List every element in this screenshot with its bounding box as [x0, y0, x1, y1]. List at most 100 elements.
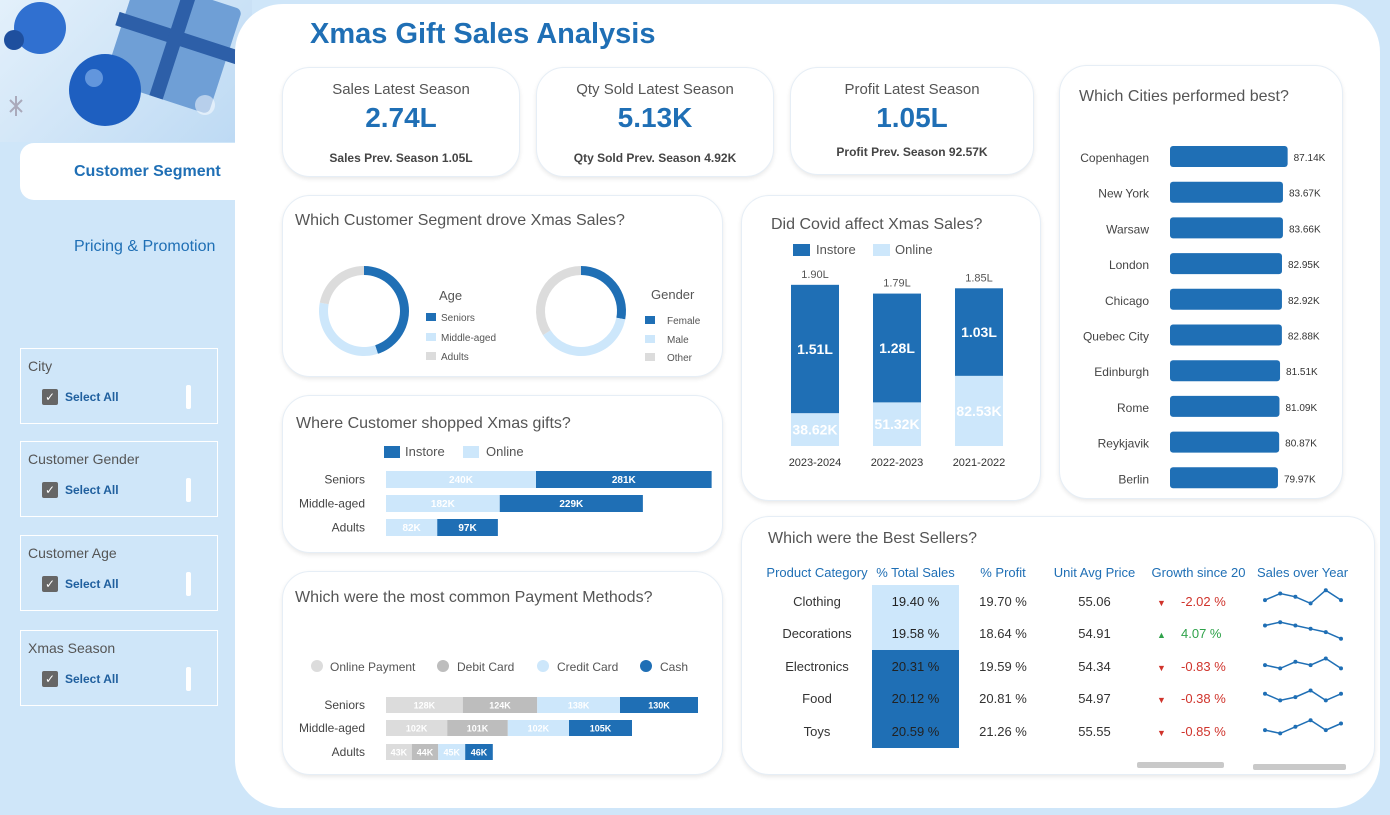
cell-growth: ▼ -0.83 % [1142, 650, 1255, 683]
cell-sparkline [1255, 715, 1350, 748]
sparkline-point [1338, 721, 1343, 726]
segment-card[interactable]: Which Customer Segment drove Xmas Sales?… [282, 195, 723, 377]
city-checkbox[interactable]: ✓ [42, 389, 58, 405]
sparkline-scrollbar[interactable] [1253, 764, 1346, 770]
legend-middle-aged: Middle-aged [441, 333, 496, 344]
bar-credit-card-seniors [537, 697, 620, 713]
age-scrollbar[interactable] [186, 572, 191, 596]
city-label: Reykjavik [1098, 437, 1150, 451]
nav-customer-segment[interactable]: Customer Segment [20, 143, 250, 200]
bar-debit-card-adults [411, 744, 439, 760]
cell-total-sales: 20.59 % [872, 715, 959, 748]
age-checkbox[interactable]: ✓ [42, 576, 58, 592]
header-total-sales[interactable]: % Total Sales [876, 564, 955, 580]
city-bar-chicago [1170, 288, 1282, 310]
kpi-profit-card[interactable]: Profit Latest Season 1.05L Profit Prev. … [790, 67, 1034, 175]
legend-swatch-female [645, 316, 655, 324]
total-label: 1.79L [883, 278, 911, 290]
legend-swatch-male [645, 335, 655, 343]
city-scrollbar[interactable] [186, 385, 191, 409]
data-label: 38.62K [792, 422, 837, 438]
age-legend-title: Age [439, 288, 462, 303]
bar-cash-seniors [620, 697, 698, 713]
table-row[interactable]: Clothing 19.40 % 19.70 % 55.06 ▼ -2.02 % [762, 585, 1350, 618]
sparkline-point [1277, 731, 1282, 736]
table-row[interactable]: Food 20.12 % 20.81 % 54.97 ▼ -0.38 % [762, 682, 1350, 716]
category-label-seniors: Seniors [324, 698, 365, 712]
header-sales-over-year[interactable]: Sales over Year [1256, 564, 1349, 580]
kpi-sales-label: Sales Latest Season [332, 81, 470, 98]
age-select-all[interactable]: Select All [65, 577, 119, 591]
gender-scrollbar[interactable] [186, 478, 191, 502]
sparkline-line [1264, 689, 1341, 702]
cell-price: 54.34 [1078, 658, 1111, 674]
city-label: London [1109, 258, 1149, 272]
sparkline [1262, 620, 1343, 641]
donut-slice-female [581, 266, 626, 320]
data-label: 51.32K [874, 416, 919, 432]
data-label: 45K [443, 748, 460, 758]
sparkline-point [1338, 636, 1343, 641]
cities-card[interactable]: Which Cities performed best? Copenhagen 8… [1059, 65, 1343, 499]
cell-growth: ▼ -0.38 % [1142, 683, 1255, 716]
column-instore-2023-2024 [791, 284, 839, 414]
city-select-all[interactable]: Select All [65, 390, 119, 404]
data-label: 138K [568, 701, 590, 711]
kpi-qty-card[interactable]: Qty Sold Latest Season 5.13K Qty Sold Pr… [536, 67, 774, 177]
city-value: 81.09K [1285, 403, 1317, 414]
cell-category: Decorations [782, 626, 852, 642]
gender-select-all[interactable]: Select All [65, 483, 119, 497]
table-row[interactable]: Decorations 19.58 % 18.64 % 54.91 ▲ 4.07 % [762, 617, 1350, 650]
shopped-card[interactable]: Where Customer shopped Xmas gifts? Insto… [282, 395, 723, 553]
cell-price: 54.91 [1078, 626, 1111, 642]
data-label: 102K [528, 724, 550, 734]
legend-swatch-adults [426, 352, 436, 360]
data-label: 101K [467, 724, 489, 734]
gender-checkbox[interactable]: ✓ [42, 482, 58, 498]
header-product-category[interactable]: Product Category [766, 564, 868, 580]
header-profit[interactable]: % Profit [980, 564, 1026, 580]
growth-value: 4.07 % [1181, 626, 1222, 642]
table-scrollbar[interactable] [1137, 762, 1224, 768]
cell-total-sales: 20.12 % [872, 682, 959, 715]
cell-price: 55.55 [1078, 723, 1111, 739]
legend-swatch-seniors [426, 313, 436, 321]
cell-profit: 19.59 % [979, 658, 1027, 674]
table-row[interactable]: Electronics 20.31 % 19.59 % 54.34 ▼ -0.83 % [762, 650, 1350, 683]
nav-pricing-promotion[interactable]: Pricing & Promotion [74, 238, 216, 255]
city-value: 87.14K [1294, 153, 1326, 164]
kpi-sales-prev: Sales Prev. Season 1.05L [329, 151, 473, 165]
header-growth[interactable]: Growth since 20 [1151, 564, 1246, 580]
season-checkbox[interactable]: ✓ [42, 671, 58, 687]
gender-legend-title: Gender [651, 287, 695, 302]
kpi-profit-prev: Profit Prev. Season 92.57K [836, 145, 988, 159]
sparkline-point [1323, 698, 1328, 703]
city-bar-berlin [1170, 467, 1278, 489]
season-select-all[interactable]: Select All [65, 672, 119, 686]
cell-sparkline [1255, 585, 1350, 618]
payment-card[interactable]: Which were the most common Payment Metho… [282, 571, 723, 775]
kpi-profit-label: Profit Latest Season [844, 81, 980, 98]
legend-online: Online [486, 444, 524, 459]
column-online-2022-2023 [873, 402, 921, 446]
season-scrollbar[interactable] [186, 667, 191, 691]
segment-title: Which Customer Segment drove Xmas Sales? [295, 212, 625, 229]
city-bar-london [1170, 253, 1282, 275]
down-arrow-icon: ▼ [1157, 662, 1166, 673]
legend-female: Female [667, 316, 701, 327]
legend-swatch-instore [384, 446, 400, 458]
bar-online-middle-aged [386, 495, 500, 512]
header-unit-avg-price[interactable]: Unit Avg Price [1053, 564, 1136, 580]
table-row[interactable]: Toys 20.59 % 21.26 % 55.55 ▼ -0.85 % [762, 715, 1350, 748]
data-label: 1.51L [797, 341, 833, 357]
sparkline-point [1323, 587, 1328, 592]
city-value: 80.87K [1285, 439, 1317, 450]
data-label: 128K [414, 701, 436, 711]
cell-growth: ▼ -2.02 % [1142, 585, 1255, 618]
legend-cash: Cash [660, 660, 688, 674]
best-sellers-card[interactable]: Which were the Best Sellers? Product Cat… [741, 516, 1375, 775]
covid-card[interactable]: Did Covid affect Xmas Sales? Instore Onl… [741, 195, 1041, 501]
legend-swatch-instore [793, 244, 810, 256]
covid-chart: Instore Online 1.51L 38.62K 1.90L 2023-2024… [789, 242, 1006, 469]
kpi-sales-card[interactable]: Sales Latest Season 2.74L Sales Prev. Se… [282, 67, 520, 177]
